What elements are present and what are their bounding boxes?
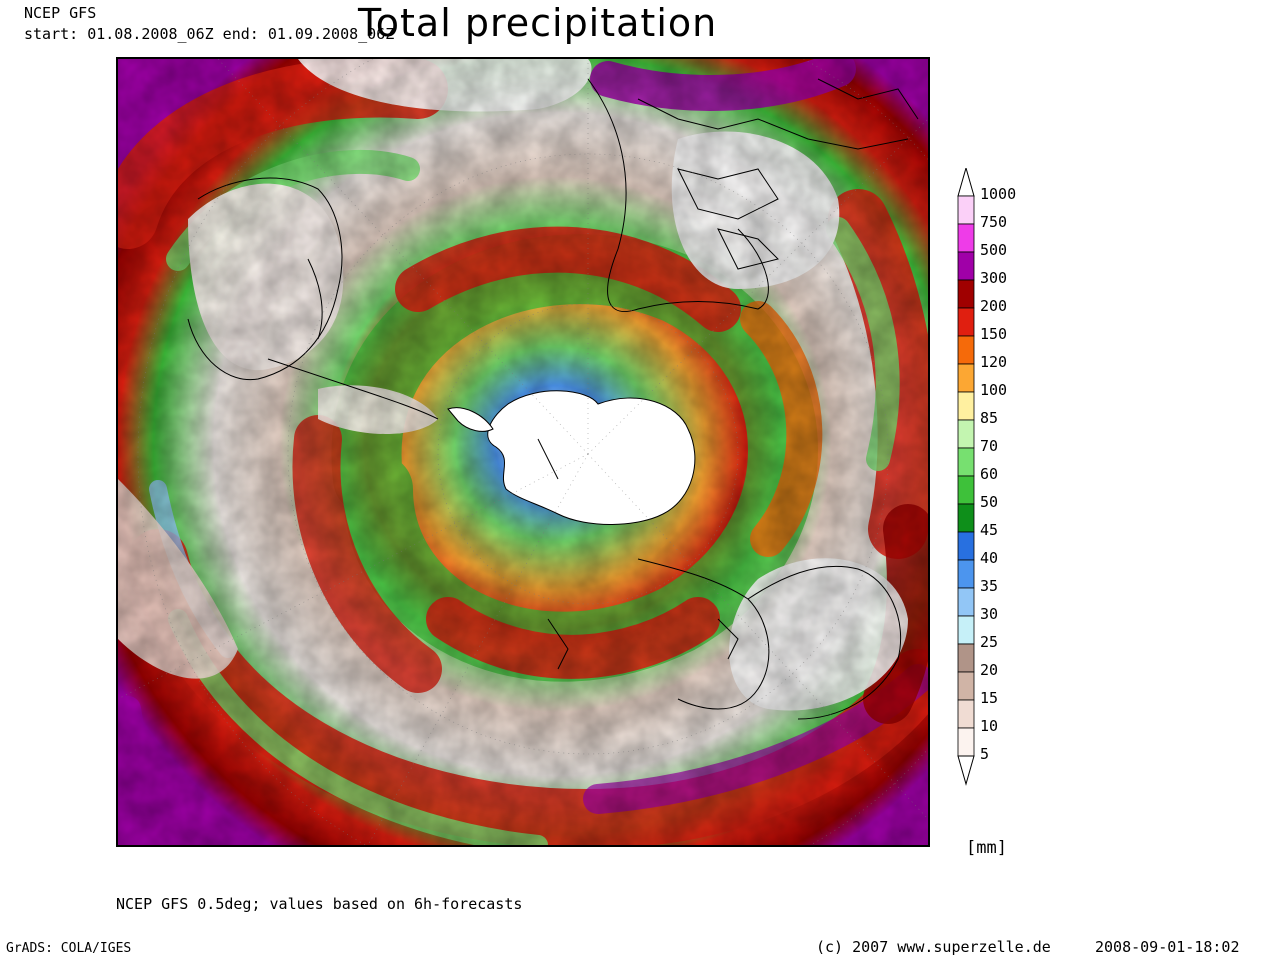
model-name: NCEP GFS [24, 4, 97, 22]
coastlines [187, 78, 919, 720]
legend-swatch [957, 503, 975, 533]
legend-swatch [957, 307, 975, 337]
legend-swatch [957, 251, 975, 281]
precipitation-map [116, 57, 930, 847]
legend-swatch [957, 559, 975, 589]
generation-timestamp: 2008-09-01-18:02 [1095, 938, 1240, 956]
map-canvas [118, 59, 928, 845]
legend-level-label: 70 [980, 437, 999, 455]
legend-swatch [957, 587, 975, 617]
legend-level-label: 750 [980, 213, 1008, 231]
model-footnote: NCEP GFS 0.5deg; values based on 6h-fore… [116, 895, 523, 913]
legend-unit: [mm] [966, 838, 1007, 858]
legend-swatch [957, 195, 975, 225]
legend-level-label: 120 [980, 353, 1008, 371]
legend-level-label: 85 [980, 409, 999, 427]
legend-level-label: 60 [980, 465, 999, 483]
legend-level-label: 5 [980, 745, 990, 763]
legend-swatch [957, 727, 975, 757]
legend-swatch [957, 335, 975, 365]
legend-swatch [957, 279, 975, 309]
legend-level-label: 15 [980, 689, 999, 707]
legend-level-label: 500 [980, 241, 1008, 259]
legend-swatch [957, 531, 975, 561]
legend-level-label: 40 [980, 549, 999, 567]
legend-swatch [957, 223, 975, 253]
color-legend [957, 168, 975, 786]
legend-level-label: 100 [980, 381, 1008, 399]
page-title: Total precipitation [358, 1, 718, 45]
legend-level-label: 30 [980, 605, 999, 623]
legend-arrow-bottom [957, 755, 975, 786]
legend-swatch [957, 391, 975, 421]
legend-swatch [957, 447, 975, 477]
copyright-notice: (c) 2007 www.superzelle.de [816, 938, 1051, 956]
legend-level-label: 20 [980, 661, 999, 679]
legend-level-label: 35 [980, 577, 999, 595]
software-credit: GrADS: COLA/IGES [6, 941, 132, 956]
graticule [118, 59, 928, 845]
legend-swatch [957, 671, 975, 701]
legend-swatch [957, 699, 975, 729]
forecast-period: start: 01.08.2008_06Z end: 01.09.2008_06… [24, 25, 395, 43]
legend-level-label: 1000 [980, 185, 1017, 203]
legend-level-label: 25 [980, 633, 999, 651]
legend-level-label: 10 [980, 717, 999, 735]
legend-level-label: 45 [980, 521, 999, 539]
legend-level-label: 150 [980, 325, 1008, 343]
legend-swatch [957, 363, 975, 393]
legend-level-label: 50 [980, 493, 999, 511]
antarctica-landmass [487, 390, 696, 525]
legend-level-label: 300 [980, 269, 1008, 287]
antarctic-peninsula [447, 407, 494, 432]
legend-swatch [957, 419, 975, 449]
legend-swatch [957, 475, 975, 505]
legend-arrow-top [957, 168, 975, 197]
legend-level-label: 200 [980, 297, 1008, 315]
legend-swatch [957, 615, 975, 645]
legend-swatch [957, 643, 975, 673]
